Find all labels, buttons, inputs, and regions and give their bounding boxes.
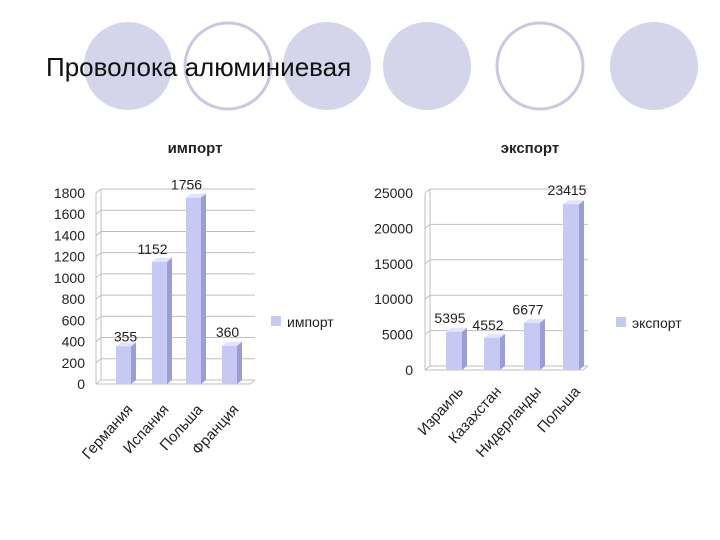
bar-top xyxy=(116,342,136,347)
gridline-depth xyxy=(95,315,102,321)
bar xyxy=(524,322,540,370)
decor-circle-filled xyxy=(84,22,172,110)
bar xyxy=(222,345,237,384)
y-tick-label: 400 xyxy=(62,334,86,350)
bar-side xyxy=(540,318,545,370)
bar-top xyxy=(524,318,545,323)
x-axis-depth xyxy=(249,379,256,385)
bar-side xyxy=(167,257,172,384)
data-label: 23415 xyxy=(548,182,587,198)
gridline-depth xyxy=(424,188,431,194)
gridline-depth xyxy=(95,231,102,236)
bar-top xyxy=(186,193,206,198)
bar-top xyxy=(446,327,467,332)
y-tick-label: 1800 xyxy=(54,185,85,201)
data-label: 6677 xyxy=(512,302,543,318)
gridline-depth xyxy=(95,209,102,215)
gridline-depth xyxy=(95,188,102,194)
data-label: 4552 xyxy=(472,317,503,333)
bar-side xyxy=(131,342,136,384)
y-tick-label: 0 xyxy=(405,362,413,378)
y-tick-label: 1200 xyxy=(54,249,85,265)
gridline-depth xyxy=(424,330,431,335)
gridline-depth xyxy=(95,358,102,364)
y-tick-label: 0 xyxy=(77,376,85,392)
decor-circle-filled xyxy=(610,22,698,110)
y-tick-label: 1600 xyxy=(54,206,85,222)
gridline-depth xyxy=(95,252,102,258)
y-tick-label: 15000 xyxy=(374,256,413,272)
slide-title: Проволока алюминиевая xyxy=(46,52,352,82)
y-tick-label: 800 xyxy=(62,291,86,307)
data-label: 360 xyxy=(216,324,240,340)
gridline-depth xyxy=(95,294,102,300)
gridline-depth xyxy=(424,365,431,371)
decor-circle-filled xyxy=(283,22,371,110)
bar-top xyxy=(152,257,172,262)
gridline-depth xyxy=(424,259,431,265)
bar xyxy=(186,197,201,384)
bar-side xyxy=(500,333,505,370)
gridline-depth xyxy=(95,379,102,385)
gridline-depth xyxy=(95,273,102,279)
y-tick-label: 1000 xyxy=(54,270,85,286)
x-tick-label: Польша xyxy=(534,383,584,436)
legend-swatch xyxy=(271,316,281,326)
chart-title: импорт xyxy=(168,140,223,157)
y-tick-label: 20000 xyxy=(374,220,413,236)
y-tick-label: 25000 xyxy=(374,185,413,201)
data-label: 1756 xyxy=(171,177,202,193)
gridline-depth xyxy=(95,337,102,342)
decor-circle-outline xyxy=(495,21,585,111)
y-tick-label: 10000 xyxy=(374,291,413,307)
decor-circle-outline xyxy=(183,21,273,111)
bar-side xyxy=(462,327,467,370)
bar-side xyxy=(579,200,584,370)
data-label: 355 xyxy=(114,328,138,344)
bar-side xyxy=(237,341,242,384)
bar xyxy=(484,337,500,370)
bar-top xyxy=(563,200,584,205)
data-label: 5395 xyxy=(434,310,465,326)
bar xyxy=(116,346,131,384)
y-tick-label: 1400 xyxy=(54,227,85,243)
gridline-depth xyxy=(424,224,431,229)
data-label: 1152 xyxy=(137,241,167,257)
bar xyxy=(563,204,579,370)
y-tick-label: 5000 xyxy=(382,327,413,343)
bar-side xyxy=(201,193,206,384)
gridline-depth xyxy=(424,294,431,300)
bar xyxy=(446,331,462,370)
legend-label: экспорт xyxy=(632,315,682,331)
bar-top xyxy=(222,341,242,346)
legend-swatch xyxy=(616,317,626,327)
legend-label: импорт xyxy=(287,314,334,330)
decor-circle-filled xyxy=(383,22,471,110)
chart-title: экспорт xyxy=(501,140,559,157)
bar xyxy=(152,261,167,384)
y-tick-label: 600 xyxy=(62,312,86,328)
bar-top xyxy=(484,333,505,338)
x-axis-depth xyxy=(582,365,589,371)
y-tick-label: 200 xyxy=(62,355,86,371)
